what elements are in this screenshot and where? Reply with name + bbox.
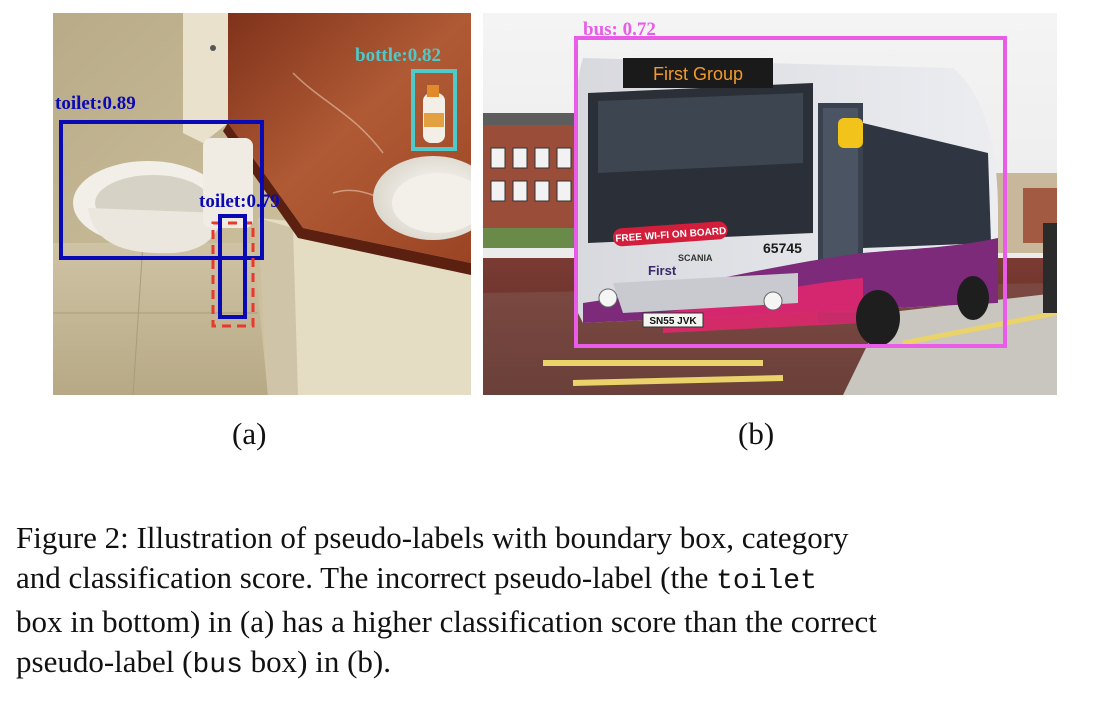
caption-line-3: box in bottom) in (a) has a higher class… [16, 604, 877, 639]
fleet-number: 65745 [763, 240, 802, 256]
caption-line-2: and classification score. The incorrect … [16, 558, 1096, 602]
bus-box [574, 36, 1007, 348]
caption-line-1: Figure 2: Illustration of pseudo-labels … [16, 520, 849, 555]
caption-code-bus: bus [192, 650, 243, 681]
figure-caption: Figure 2: Illustration of pseudo-labels … [16, 518, 1096, 686]
toilet-box-top [59, 120, 264, 260]
subfigure-label-b: (b) [738, 416, 775, 451]
caption-code-toilet: toilet [716, 566, 817, 597]
bottle-label: bottle:0.82 [355, 45, 441, 66]
caption-line-4-text-a: pseudo-label ( [16, 644, 193, 679]
destination-sign: First Group [653, 64, 743, 84]
toilet-box-bottom [218, 214, 247, 319]
brand-logo: First [648, 263, 677, 278]
panel-b-image: First Group FREE WI-FI ON BOARD 65745 SC… [483, 13, 1057, 395]
caption-line-4: pseudo-label (bus box) in (b). [16, 642, 1096, 686]
panel-a-image: toilet:0.89 toilet:0.79 bottle:0.82 [53, 13, 471, 395]
bus-label: bus: 0.72 [583, 19, 656, 40]
caption-line-4-text-b: box) in (b). [242, 644, 391, 679]
bus-photo: First Group FREE WI-FI ON BOARD 65745 SC… [483, 13, 1057, 395]
caption-line-2-text: and classification score. The incorrect … [16, 560, 717, 595]
ground-truth-dashed-box [211, 221, 255, 328]
license-plate: SN55 JVK [649, 316, 697, 327]
toilet-label-top: toilet:0.89 [55, 93, 136, 114]
toilet-label-bottom: toilet:0.79 [199, 191, 280, 212]
maker-badge: SCANIA [678, 253, 713, 263]
subfigure-label-a: (a) [232, 416, 267, 451]
bottle-box [411, 69, 457, 151]
bathroom-photo: toilet:0.89 toilet:0.79 bottle:0.82 [53, 13, 471, 395]
